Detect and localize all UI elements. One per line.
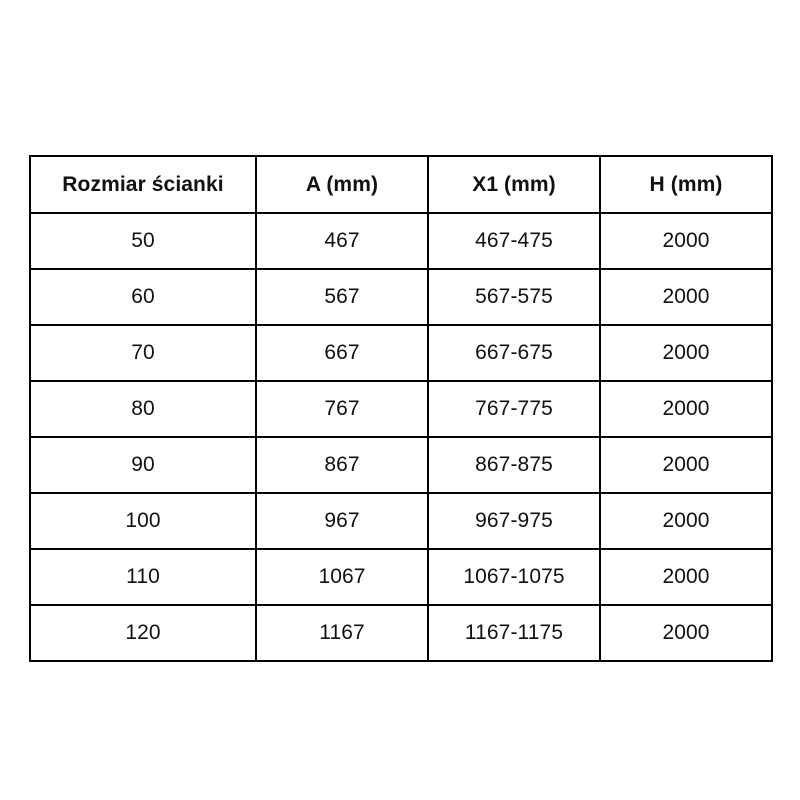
cell-h: 2000	[599, 212, 773, 270]
cell-size: 50	[29, 212, 257, 270]
cell-h: 2000	[599, 380, 773, 438]
cell-size: 80	[29, 380, 257, 438]
spec-table-container: Rozmiar ścianki A (mm) X1 (mm) H (mm) 50…	[29, 155, 773, 662]
table-row: 70 667 667-675 2000	[29, 324, 773, 382]
cell-a: 567	[255, 268, 429, 326]
cell-a: 467	[255, 212, 429, 270]
table-header-row: Rozmiar ścianki A (mm) X1 (mm) H (mm)	[29, 155, 773, 214]
cell-h: 2000	[599, 548, 773, 606]
cell-h: 2000	[599, 492, 773, 550]
cell-size: 60	[29, 268, 257, 326]
table-row: 80 767 767-775 2000	[29, 380, 773, 438]
cell-x1: 567-575	[427, 268, 601, 326]
column-header-rozmiar-scianki: Rozmiar ścianki	[29, 155, 257, 214]
cell-x1: 967-975	[427, 492, 601, 550]
cell-a: 867	[255, 436, 429, 494]
table-row: 110 1067 1067-1075 2000	[29, 548, 773, 606]
cell-a: 767	[255, 380, 429, 438]
cell-a: 1167	[255, 604, 429, 662]
cell-x1: 667-675	[427, 324, 601, 382]
table-row: 120 1167 1167-1175 2000	[29, 604, 773, 662]
dimensions-table: Rozmiar ścianki A (mm) X1 (mm) H (mm) 50…	[29, 155, 773, 662]
cell-x1: 867-875	[427, 436, 601, 494]
cell-h: 2000	[599, 324, 773, 382]
cell-h: 2000	[599, 604, 773, 662]
cell-h: 2000	[599, 436, 773, 494]
cell-x1: 767-775	[427, 380, 601, 438]
cell-a: 667	[255, 324, 429, 382]
cell-x1: 1167-1175	[427, 604, 601, 662]
cell-a: 1067	[255, 548, 429, 606]
cell-size: 120	[29, 604, 257, 662]
cell-x1: 467-475	[427, 212, 601, 270]
cell-h: 2000	[599, 268, 773, 326]
table-row: 60 567 567-575 2000	[29, 268, 773, 326]
cell-size: 100	[29, 492, 257, 550]
table-header: Rozmiar ścianki A (mm) X1 (mm) H (mm)	[29, 155, 773, 214]
cell-size: 90	[29, 436, 257, 494]
column-header-x1: X1 (mm)	[427, 155, 601, 214]
table-row: 90 867 867-875 2000	[29, 436, 773, 494]
table-row: 50 467 467-475 2000	[29, 212, 773, 270]
cell-size: 110	[29, 548, 257, 606]
column-header-a: A (mm)	[255, 155, 429, 214]
cell-a: 967	[255, 492, 429, 550]
cell-x1: 1067-1075	[427, 548, 601, 606]
table-body: 50 467 467-475 2000 60 567 567-575 2000 …	[29, 212, 773, 662]
column-header-h: H (mm)	[599, 155, 773, 214]
table-row: 100 967 967-975 2000	[29, 492, 773, 550]
cell-size: 70	[29, 324, 257, 382]
